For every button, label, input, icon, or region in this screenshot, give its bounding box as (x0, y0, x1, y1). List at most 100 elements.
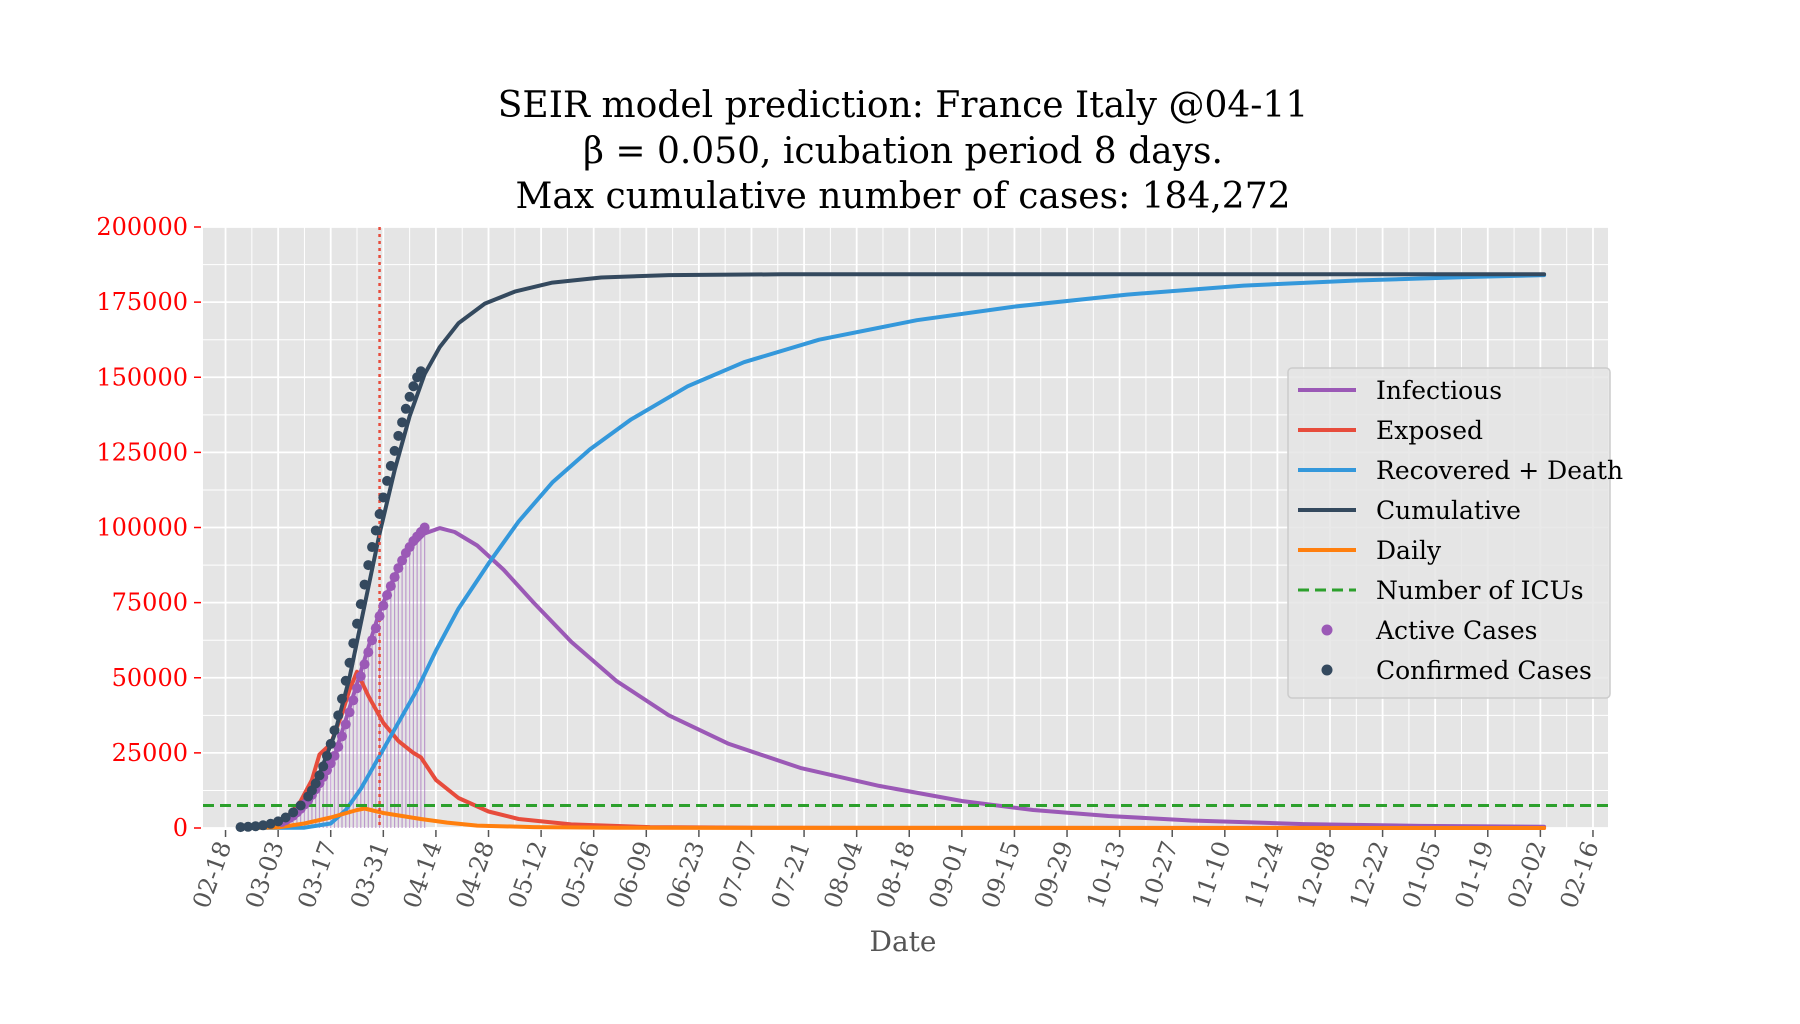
confirmed-cases-point (329, 725, 340, 736)
confirmed-cases-point (385, 460, 396, 471)
confirmed-cases-point (363, 560, 374, 571)
confirmed-cases-point (273, 816, 284, 827)
x-tick-label: 06-23 (661, 837, 711, 912)
x-tick-label: 10-27 (1134, 837, 1184, 912)
y-tick-label: 200000 (96, 213, 188, 241)
active-cases-point (419, 522, 430, 533)
active-cases-point (344, 707, 355, 718)
legend-label-daily: Daily (1376, 536, 1442, 565)
series-line-recovered-death (238, 273, 1547, 830)
x-tick-label: 09-01 (924, 837, 974, 912)
confirmed-cases-point (397, 417, 408, 428)
y-tick-label: 125000 (96, 438, 188, 466)
active-cases-point (382, 590, 393, 601)
confirmed-cases-point (415, 366, 426, 377)
active-cases-point (333, 741, 344, 752)
confirmed-cases-point (404, 391, 415, 402)
x-tick-label: 09-15 (976, 837, 1026, 912)
confirmed-cases-point (355, 599, 366, 610)
confirmed-cases-point (382, 475, 393, 486)
confirmed-cases-point (314, 770, 325, 781)
confirmed-cases-point (258, 820, 269, 831)
confirmed-cases-point (318, 761, 329, 772)
legend-label-exposed: Exposed (1376, 416, 1483, 445)
x-tick-label: 01-19 (1449, 837, 1499, 912)
legend-label-cumulative: Cumulative (1376, 496, 1521, 525)
confirmed-cases-point (374, 508, 385, 519)
x-tick-label: 04-28 (450, 837, 500, 912)
active-cases-stems (281, 527, 426, 828)
x-tick-label: 06-09 (608, 837, 658, 912)
x-tick-label: 12-22 (1344, 837, 1394, 912)
x-tick-label: 03-03 (240, 837, 290, 912)
chart-title: SEIR model prediction: France Italy @04-… (498, 85, 1309, 217)
confirmed-cases-point (243, 821, 254, 832)
confirmed-cases-point (340, 675, 351, 686)
legend-swatch-confirmed-cases (1321, 664, 1333, 676)
confirmed-cases-point (280, 812, 291, 823)
active-cases-point (370, 623, 381, 634)
confirmed-cases-point (352, 618, 363, 629)
confirmed-cases-point (333, 710, 344, 721)
active-cases-point (325, 758, 336, 769)
confirmed-cases-point (235, 822, 246, 833)
y-tick-label: 50000 (112, 664, 188, 692)
confirmed-cases-point (389, 445, 400, 456)
x-tick-label: 08-18 (871, 837, 921, 912)
title-line-2: β = 0.050, icubation period 8 days. (583, 131, 1223, 172)
confirmed-cases-point (325, 738, 336, 749)
confirmed-cases-point (321, 750, 332, 761)
legend-label-active-cases: Active Cases (1375, 616, 1537, 645)
x-tick-label: 05-12 (503, 837, 553, 912)
active-cases-point (352, 683, 363, 694)
x-tick-label: 03-31 (345, 837, 395, 912)
confirmed-cases-point (400, 403, 411, 414)
y-tick-label: 100000 (96, 514, 188, 542)
active-cases-point (359, 659, 370, 670)
confirmed-cases-point (359, 579, 370, 590)
x-tick-label: 12-08 (1292, 837, 1342, 912)
active-cases-point (374, 611, 385, 622)
legend-label-number-of-icus: Number of ICUs (1376, 576, 1584, 605)
legend-label-recovered-death: Recovered + Death (1376, 456, 1623, 485)
x-tick-label: 07-07 (713, 837, 763, 912)
x-tick-label: 07-21 (766, 837, 816, 912)
confirmed-cases-point (348, 638, 359, 649)
series-line-daily (238, 806, 1547, 830)
legend-label-infectious: Infectious (1376, 376, 1502, 405)
active-cases-point (348, 695, 359, 706)
confirmed-cases-point (288, 807, 299, 818)
legend-label-confirmed-cases: Confirmed Cases (1376, 656, 1592, 685)
legend: Infectious Exposed Recovered + Death Cumula… (1287, 367, 1623, 699)
confirmed-cases-point (250, 821, 261, 832)
x-tick-label: 02-02 (1502, 837, 1552, 912)
y-tick-label: 150000 (96, 363, 188, 391)
x-tick-label: 01-05 (1397, 837, 1447, 912)
x-axis-label: Date (870, 925, 937, 958)
x-tick-label: 08-04 (818, 837, 868, 912)
y-tick-label: 175000 (96, 288, 188, 316)
active-cases-point (397, 555, 408, 566)
x-tick-label: 03-17 (292, 837, 342, 912)
title-line-3: Max cumulative number of cases: 184,272 (515, 176, 1290, 217)
y-tick-label: 25000 (112, 739, 188, 767)
active-cases-point (389, 572, 400, 583)
series-points (235, 366, 430, 833)
confirmed-cases-point (367, 542, 378, 553)
legend-swatch-active-cases (1321, 624, 1333, 636)
active-cases-point (363, 647, 374, 658)
grid (203, 226, 1608, 829)
series-line-exposed (238, 669, 1547, 830)
x-tick-label: 04-14 (398, 837, 448, 912)
active-cases-point (367, 635, 378, 646)
confirmed-cases-point (378, 492, 389, 503)
y-tick-label: 0 (173, 814, 188, 842)
x-tick-label: 09-29 (1029, 837, 1079, 912)
confirmed-cases-point (408, 381, 419, 392)
confirmed-cases-point (344, 657, 355, 668)
confirmed-cases-point (295, 800, 306, 811)
active-cases-point (355, 671, 366, 682)
x-tick-label: 05-26 (555, 837, 605, 912)
title-line-1: SEIR model prediction: France Italy @04-… (498, 85, 1309, 126)
